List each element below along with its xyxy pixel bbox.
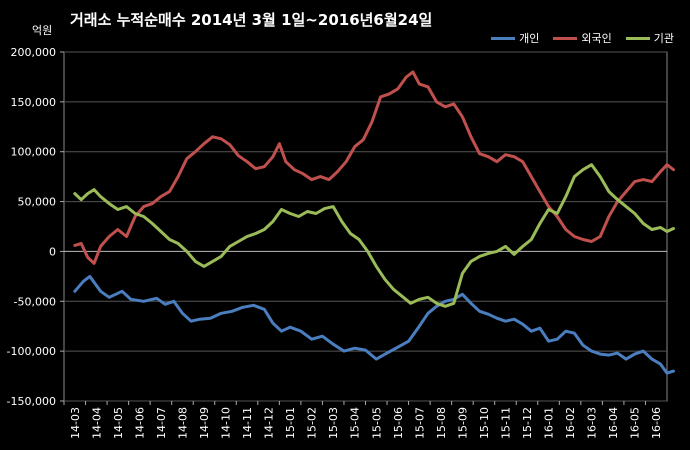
x-tick-label: 14-10: [220, 407, 233, 439]
y-axis-unit-label: 억원: [32, 24, 53, 37]
x-tick-label: 14-03: [69, 407, 82, 439]
x-tick-label: 14-11: [241, 407, 254, 439]
legend-swatch-institution: [625, 36, 650, 40]
x-tick-label: 14-04: [90, 407, 103, 439]
legend-label-institution: 기관: [653, 32, 674, 45]
legend-item-institution: 기관: [625, 30, 674, 46]
legend: 개인 외국인 기관: [491, 30, 674, 46]
y-tick-label: -100,000: [7, 345, 56, 358]
x-tick-label: 14-08: [176, 407, 189, 439]
legend-swatch-foreign: [553, 36, 578, 40]
y-tick-label: 50,000: [18, 196, 57, 209]
legend-label-individual: 개인: [519, 32, 540, 45]
x-tick-label: 15-12: [521, 407, 534, 439]
x-tick-label: 14-06: [133, 407, 146, 439]
x-tick-label: 16-02: [564, 407, 577, 439]
x-tick-label: 15-03: [327, 407, 340, 439]
x-tick-label: 15-02: [306, 407, 319, 439]
y-tick-label: 0: [49, 245, 56, 258]
x-tick-label: 15-06: [392, 407, 405, 439]
x-tick-label: 14-05: [112, 407, 125, 439]
x-tick-label: 14-07: [155, 407, 168, 439]
x-tick-label: 16-06: [650, 407, 663, 439]
x-tick-label: 15-04: [349, 407, 362, 439]
x-tick-label: 15-11: [499, 407, 512, 439]
chart-title: 거래소 누적순매수 2014년 3월 1일~2016년6월24일: [70, 11, 433, 29]
y-tick-label: -50,000: [14, 295, 56, 308]
x-tick-label: 16-05: [629, 407, 642, 439]
legend-item-foreign: 외국인: [553, 30, 612, 46]
x-tick-label: 16-04: [607, 407, 620, 439]
legend-item-individual: 개인: [491, 30, 539, 46]
y-tick-label: -150,000: [7, 395, 56, 408]
plot-frame: [63, 51, 668, 402]
legend-label-foreign: 외국인: [581, 32, 612, 45]
series-line-2: [73, 163, 675, 308]
series-line-0: [73, 274, 675, 375]
y-tick-label: 200,000: [11, 46, 57, 59]
legend-swatch-individual: [491, 36, 516, 40]
x-tick-label: 15-10: [478, 407, 491, 439]
y-tick-label: 100,000: [11, 146, 57, 159]
x-tick-label: 15-07: [413, 407, 426, 439]
x-tick-label: 16-03: [586, 407, 599, 439]
y-tick-label: 150,000: [11, 96, 57, 109]
x-tick-label: 15-01: [284, 407, 297, 439]
x-tick-label: 16-01: [543, 407, 556, 439]
series-line-1: [73, 70, 675, 265]
x-tick-label: 15-08: [435, 407, 448, 439]
x-tick-label: 15-09: [456, 407, 469, 439]
x-tick-label: 15-05: [370, 407, 383, 439]
x-tick-label: 14-12: [263, 407, 276, 439]
x-tick-label: 14-09: [198, 407, 211, 439]
